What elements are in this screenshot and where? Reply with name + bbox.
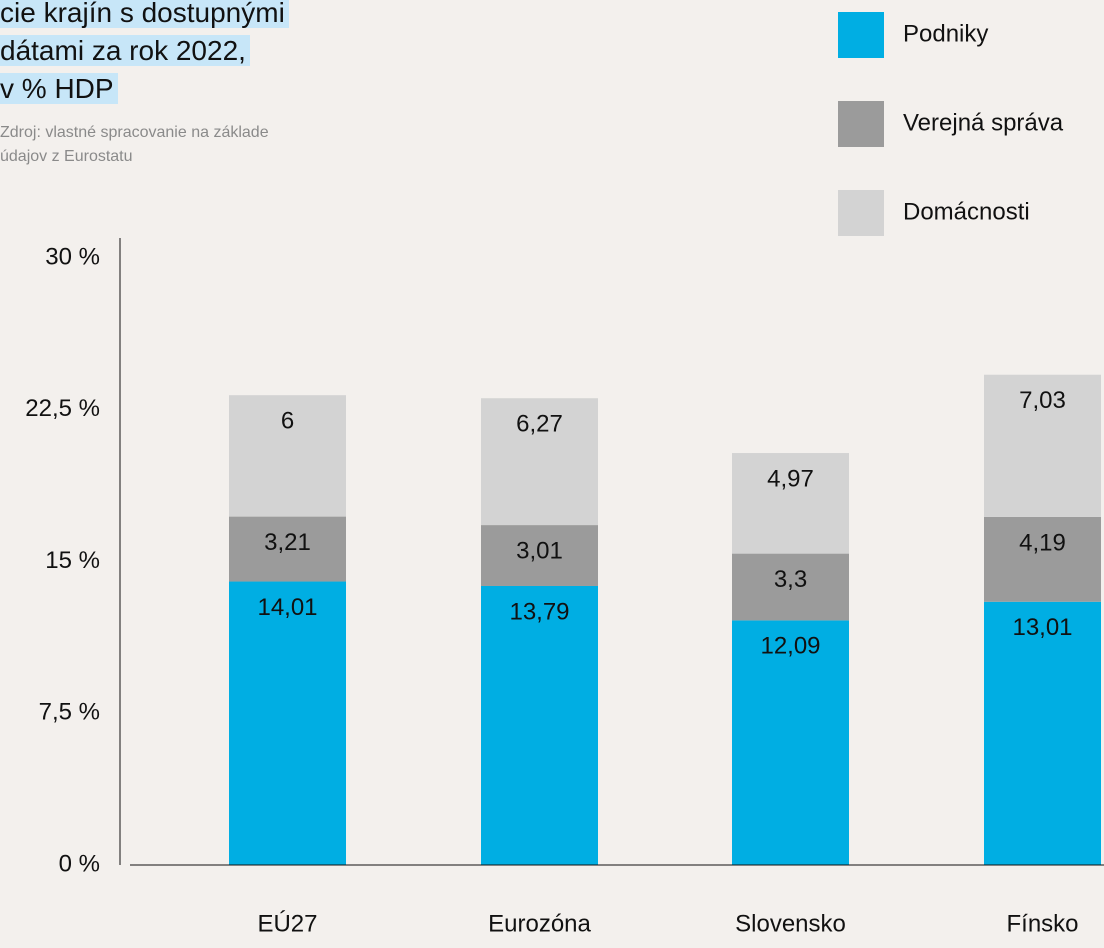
source-line: údajov z Eurostatu bbox=[0, 148, 133, 165]
y-tick-label: 0 % bbox=[59, 850, 100, 877]
y-tick-label: 15 % bbox=[45, 547, 100, 574]
legend-swatch bbox=[838, 101, 884, 147]
data-label: 12,09 bbox=[760, 633, 820, 660]
bar-segment bbox=[229, 581, 346, 865]
source-line: Zdroj: vlastné spracovanie na základe bbox=[0, 124, 269, 141]
data-label: 6 bbox=[281, 408, 294, 435]
data-label: 4,19 bbox=[1019, 529, 1066, 556]
legend-label: Domácnosti bbox=[903, 198, 1030, 225]
y-tick-label: 30 % bbox=[45, 243, 100, 270]
bar-segment bbox=[732, 553, 849, 621]
legend-label: Verejná správa bbox=[903, 109, 1064, 136]
bar-segment bbox=[481, 585, 598, 865]
bar-segment bbox=[229, 516, 346, 582]
bar-segment bbox=[229, 395, 346, 517]
data-label: 3,21 bbox=[264, 529, 311, 556]
title: cie krajín s dostupnými dátami za rok 202… bbox=[0, 0, 289, 108]
data-label: 4,97 bbox=[767, 465, 814, 492]
title-line: cie krajín s dostupnými bbox=[0, 0, 289, 28]
x-tick-label: Fínsko bbox=[1006, 910, 1078, 937]
x-tick-label: Eurozóna bbox=[488, 910, 591, 937]
data-label: 7,03 bbox=[1019, 387, 1066, 414]
title-line: dátami za rok 2022, bbox=[0, 35, 250, 66]
bar-segment bbox=[732, 453, 849, 554]
data-label: 3,01 bbox=[516, 537, 563, 564]
data-label: 13,01 bbox=[1012, 614, 1072, 641]
data-label: 3,3 bbox=[774, 566, 807, 593]
bar-segment bbox=[481, 525, 598, 586]
y-tick-label: 7,5 % bbox=[39, 699, 100, 726]
source: Zdroj: vlastné spracovanie na základe úda… bbox=[0, 121, 269, 169]
data-label: 13,79 bbox=[509, 598, 569, 625]
bar-segment bbox=[984, 601, 1101, 865]
y-tick-label: 22,5 % bbox=[25, 395, 100, 422]
bar-segment bbox=[481, 398, 598, 526]
x-tick-label: Slovensko bbox=[735, 910, 846, 937]
x-tick-label: EÚ27 bbox=[257, 910, 317, 937]
bar-segment bbox=[984, 374, 1101, 517]
bar-segment bbox=[732, 620, 849, 865]
data-label: 6,27 bbox=[516, 411, 563, 438]
title-line: v % HDP bbox=[0, 73, 118, 104]
bar-segment bbox=[984, 516, 1101, 602]
legend-label: Podniky bbox=[903, 20, 988, 47]
legend-swatch bbox=[838, 190, 884, 236]
legend-swatch bbox=[838, 12, 884, 58]
data-label: 14,01 bbox=[257, 594, 317, 621]
